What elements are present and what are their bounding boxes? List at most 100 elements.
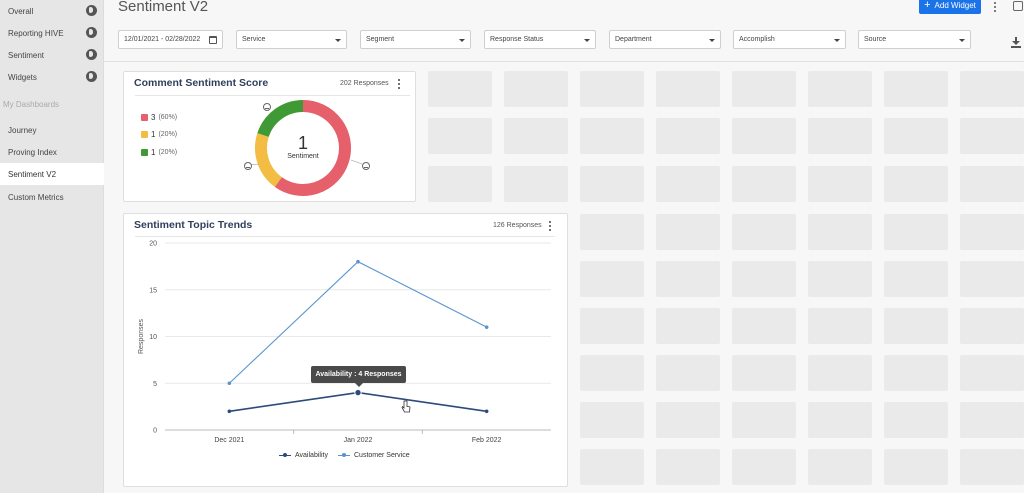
sidebar-item-custom-metrics[interactable]: Custom Metrics: [0, 186, 104, 208]
sidebar-item-overall[interactable]: Overall: [0, 0, 104, 22]
legend-swatch: [141, 131, 148, 138]
plus-icon: +: [924, 0, 931, 11]
legend-value: 1: [151, 130, 156, 139]
chevron-down-icon: [459, 39, 465, 42]
widget-placeholder: [580, 308, 644, 344]
y-tick-label: 10: [149, 334, 157, 341]
widget-placeholder: [656, 402, 720, 438]
widget-placeholder: [808, 355, 872, 391]
filter-label: Department: [615, 36, 652, 43]
data-point[interactable]: [354, 388, 362, 397]
widget-placeholder: [884, 71, 948, 107]
widget-placeholder: [656, 449, 720, 485]
section-label: My Dashboards: [3, 99, 60, 109]
data-point[interactable]: [484, 409, 489, 414]
widget-placeholder: [732, 308, 796, 344]
x-tick-label: Feb 2022: [472, 437, 502, 444]
widget-placeholder: [656, 214, 720, 250]
share-icon[interactable]: [1013, 1, 1023, 11]
sidebar: Overall Reporting HIVE Sentiment Widgets…: [0, 0, 104, 493]
y-tick-label: 0: [153, 428, 157, 435]
sidebar-item-label: Overall: [8, 6, 34, 16]
widget-placeholder: [656, 166, 720, 202]
widget-placeholder: [808, 261, 872, 297]
legend-item-availability[interactable]: Availability: [279, 452, 328, 459]
response-count: 126 Responses: [493, 222, 542, 229]
y-tick-label: 15: [149, 287, 157, 294]
date-range-picker[interactable]: 12/01/2021 - 02/28/2022: [118, 30, 223, 49]
widget-placeholder: [884, 449, 948, 485]
widget-placeholder: [960, 118, 1024, 154]
data-point[interactable]: [356, 259, 360, 264]
card-menu-icon[interactable]: [548, 221, 552, 231]
source-filter[interactable]: Source: [858, 30, 971, 49]
sidebar-item-journey[interactable]: Journey: [0, 119, 104, 141]
legend-value: 3: [151, 113, 156, 122]
sentiment-donut-chart: [250, 100, 363, 196]
widget-placeholder: [884, 355, 948, 391]
chevron-down-icon: [959, 39, 965, 42]
data-point[interactable]: [484, 325, 489, 329]
sidebar-item-label: Custom Metrics: [8, 192, 64, 202]
sidebar-item-sentiment-v2[interactable]: Sentiment V2: [0, 163, 104, 185]
legend-item-negative: 3 (60%): [141, 113, 177, 122]
sidebar-item-widgets[interactable]: Widgets: [0, 66, 104, 88]
card-title: Comment Sentiment Score: [134, 77, 269, 89]
donut-slice-negative[interactable]: [274, 100, 351, 196]
widget-placeholder: [580, 355, 644, 391]
add-widget-button[interactable]: + Add Widget: [919, 0, 981, 14]
widget-placeholder: [960, 308, 1024, 344]
negative-face-icon: [362, 162, 370, 170]
data-point[interactable]: [227, 381, 232, 386]
filter-label: Accomplish: [739, 36, 775, 43]
widget-placeholder: [732, 261, 796, 297]
widget-placeholder: [732, 71, 796, 107]
widget-placeholder: [428, 118, 492, 154]
globe-icon: [86, 71, 97, 82]
page-title: Sentiment V2: [118, 0, 209, 15]
widget-placeholder: [580, 402, 644, 438]
sidebar-item-reporting-hive[interactable]: Reporting HIVE: [0, 22, 104, 44]
download-icon[interactable]: [1011, 37, 1021, 48]
card-divider: [135, 95, 410, 96]
widget-placeholder: [732, 214, 796, 250]
sidebar-item-label: Sentiment: [8, 50, 45, 60]
legend-swatch: [141, 114, 148, 121]
widget-placeholder: [808, 166, 872, 202]
accomplish-filter[interactable]: Accomplish: [733, 30, 846, 49]
sidebar-item-label: Proving Index: [8, 147, 57, 157]
widget-placeholder: [732, 402, 796, 438]
more-options-icon[interactable]: [992, 1, 998, 13]
y-tick-label: 20: [149, 241, 157, 248]
sidebar-item-proving-index[interactable]: Proving Index: [0, 141, 104, 163]
filter-label: Response Status: [490, 36, 544, 43]
neutral-face-icon: [244, 162, 252, 170]
legend-item-customer-service[interactable]: Customer Service: [338, 452, 410, 459]
hand-cursor-icon: [401, 400, 411, 413]
filter-label: Service: [242, 36, 266, 43]
segment-filter[interactable]: Segment: [360, 30, 471, 49]
widget-placeholder: [580, 449, 644, 485]
sidebar-item-sentiment[interactable]: Sentiment: [0, 44, 104, 66]
department-filter[interactable]: Department: [609, 30, 721, 49]
widget-placeholder: [884, 166, 948, 202]
filter-label: Segment: [366, 36, 395, 43]
data-point[interactable]: [227, 409, 232, 414]
donut-slice-positive[interactable]: [257, 100, 304, 138]
donut-slice-neutral[interactable]: [255, 133, 283, 187]
header-divider: [104, 61, 1024, 62]
widget-placeholder: [960, 166, 1024, 202]
widget-placeholder: [732, 166, 796, 202]
topic-trends-line-chart: 0 5 10 15 20 Dec 2021 Jan 2022 Feb 2022 Response…: [138, 241, 551, 444]
card-menu-icon[interactable]: [397, 79, 401, 89]
calendar-icon: [209, 36, 217, 44]
widget-placeholder: [960, 214, 1024, 250]
legend-label: Availability: [295, 452, 328, 459]
widget-placeholder: [884, 261, 948, 297]
widget-placeholder: [656, 308, 720, 344]
date-range-value: 12/01/2021 - 02/28/2022: [124, 36, 201, 43]
widget-placeholder: [960, 355, 1024, 391]
widget-placeholder: [580, 214, 644, 250]
response-status-filter[interactable]: Response Status: [484, 30, 596, 49]
service-filter[interactable]: Service: [236, 30, 347, 49]
